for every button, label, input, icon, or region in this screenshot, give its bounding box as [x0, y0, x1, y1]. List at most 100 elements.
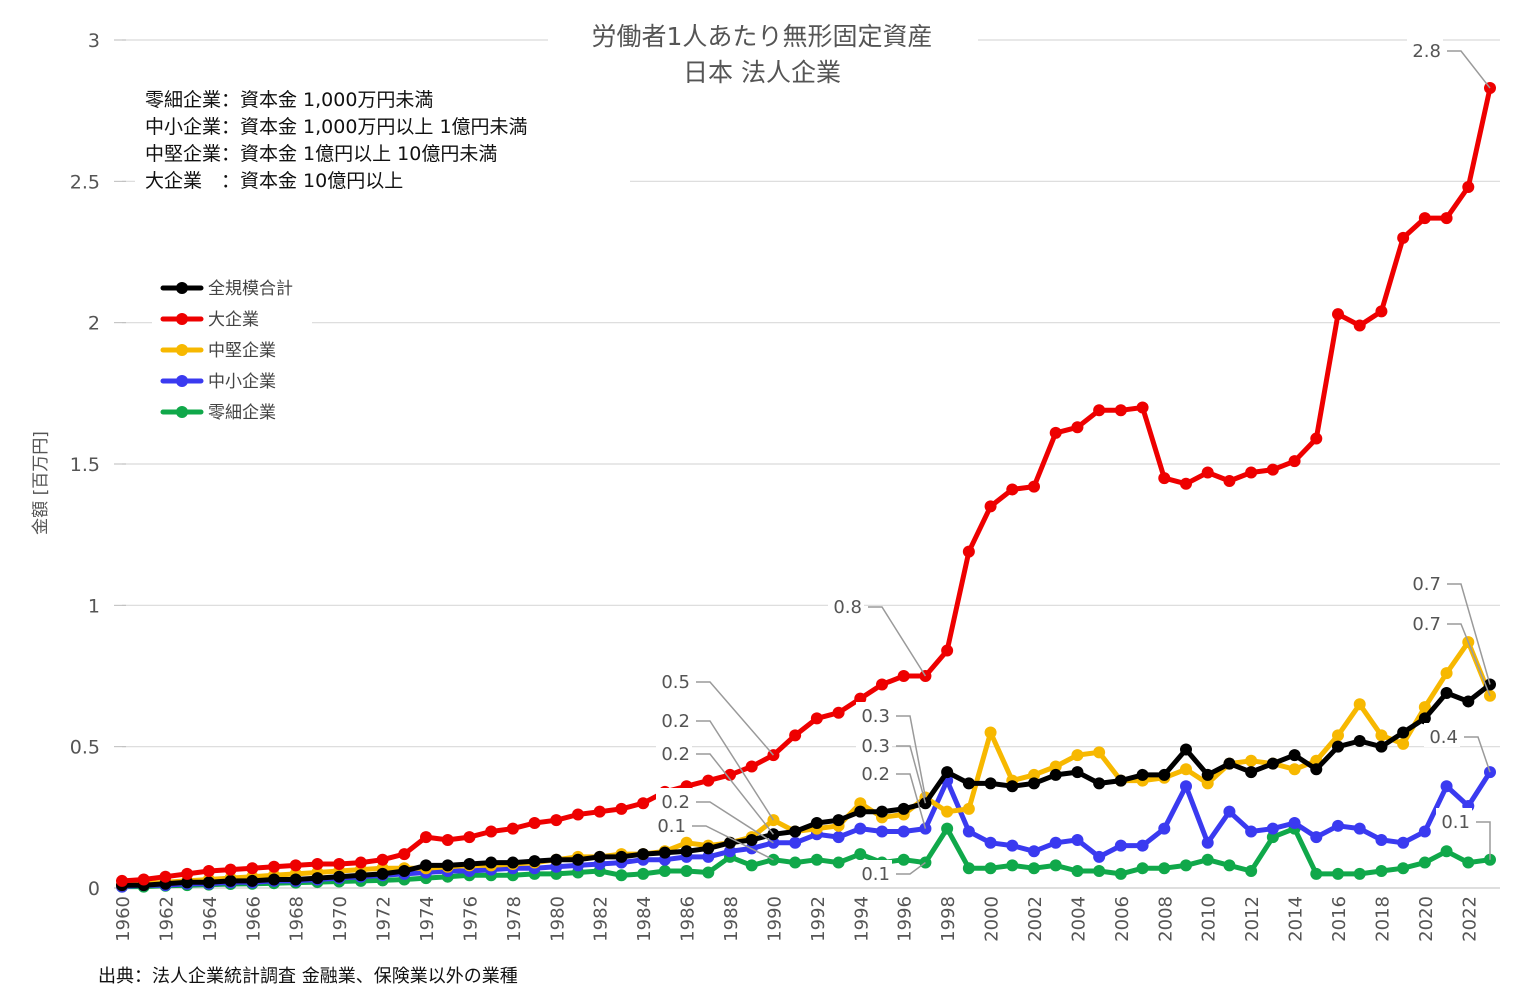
y-tick-label: 0 [88, 878, 100, 900]
annotation-backdrop [1407, 37, 1443, 61]
data-point [1071, 766, 1084, 779]
data-point [854, 848, 867, 861]
data-point [1245, 466, 1258, 479]
x-tick-label: 2020 [1416, 896, 1437, 942]
annotation-backdrop [856, 732, 892, 756]
annotation-label: 0.7 [1412, 614, 1441, 635]
data-point [1288, 749, 1301, 762]
x-tick-label: 1982 [591, 896, 612, 942]
data-point [1093, 404, 1106, 417]
data-point [941, 805, 954, 818]
data-point [1397, 737, 1410, 750]
data-point [1397, 862, 1410, 875]
data-point [1332, 867, 1344, 880]
x-tick-label: 2002 [1025, 896, 1046, 942]
x-tick-label: 2010 [1199, 896, 1220, 942]
data-point [506, 856, 519, 869]
data-point [702, 842, 715, 855]
data-point [289, 859, 302, 872]
legend-marker [176, 313, 188, 325]
note-line-1: 零細企業：資本金 1,000万円未満 [145, 89, 433, 111]
data-point [1462, 695, 1475, 708]
data-point [854, 797, 867, 810]
data-point [1288, 816, 1301, 829]
y-tick-label: 0.5 [70, 737, 100, 759]
x-tick-label: 1960 [113, 896, 134, 942]
data-point [680, 836, 693, 849]
data-point [810, 816, 823, 829]
data-point [962, 825, 975, 838]
data-point [1353, 319, 1366, 332]
annotation-backdrop [1407, 610, 1443, 634]
data-point [658, 846, 671, 859]
data-point [897, 825, 910, 838]
data-point [832, 831, 845, 844]
data-point [615, 850, 628, 863]
annotation-leader [696, 801, 774, 844]
data-point [962, 777, 975, 790]
data-point [1223, 474, 1236, 487]
annotation-label: 0.2 [861, 764, 890, 785]
data-point [572, 808, 584, 821]
data-point [702, 850, 715, 863]
data-point [1418, 712, 1431, 725]
annotation-label: 0.2 [661, 711, 690, 732]
data-point [962, 862, 975, 875]
data-point [1093, 777, 1106, 790]
legend-marker [176, 406, 188, 418]
y-axis-ticks: 0 0.5 1 1.5 2 2.5 3 [70, 30, 100, 900]
data-point [1462, 856, 1475, 869]
data-point [984, 726, 997, 739]
annotation-backdrop [656, 740, 692, 764]
data-point [1223, 757, 1236, 770]
data-point [311, 857, 324, 870]
annotation-backdrop [656, 788, 692, 812]
data-point [962, 802, 975, 815]
data-point [1180, 477, 1192, 490]
data-point [897, 853, 910, 866]
data-point [1397, 726, 1410, 739]
data-point [528, 816, 541, 829]
data-point [1071, 833, 1084, 846]
x-tick-label: 2014 [1286, 896, 1307, 942]
annotation-leader [1447, 50, 1491, 89]
data-point [1114, 839, 1127, 852]
series-0 [116, 678, 1496, 892]
data-point [1223, 859, 1236, 872]
annotation-backdrop [656, 668, 692, 692]
series-1 [116, 82, 1496, 887]
data-point [1006, 839, 1019, 852]
data-point [984, 500, 997, 513]
data-point [1223, 805, 1236, 818]
annotation-leader [868, 606, 927, 677]
data-point [1028, 862, 1040, 875]
annotation-leader [696, 720, 775, 821]
legend-label: 零細企業 [208, 403, 276, 423]
data-point [1266, 463, 1279, 476]
data-point [1006, 483, 1019, 496]
data-point [658, 865, 671, 878]
data-point [1288, 763, 1301, 776]
data-point [1397, 836, 1410, 849]
data-point [441, 833, 454, 846]
data-point [1114, 774, 1127, 787]
data-point [1332, 819, 1344, 832]
data-point [485, 825, 498, 838]
data-point [1332, 729, 1344, 742]
data-point [832, 706, 845, 719]
data-point [572, 853, 584, 866]
y-tick-label: 1 [88, 595, 100, 617]
x-tick-label: 1980 [547, 896, 568, 942]
data-point [854, 822, 867, 835]
data-point [1353, 698, 1366, 711]
legend-label: 大企業 [208, 310, 259, 330]
annotation-layer: 2.8 0.8 0.5 0.2 0.2 0.2 0.1 0.3 0.3 0.2 0.1 0.7 0.7 0… [652, 37, 1491, 885]
data-point [876, 825, 888, 838]
annotation-backdrop [652, 812, 688, 836]
data-point [1353, 867, 1366, 880]
data-point [854, 805, 867, 818]
annotation-backdrop [656, 707, 692, 731]
x-tick-label: 1970 [330, 896, 351, 942]
series-line [119, 85, 1493, 884]
data-point [1440, 212, 1453, 225]
